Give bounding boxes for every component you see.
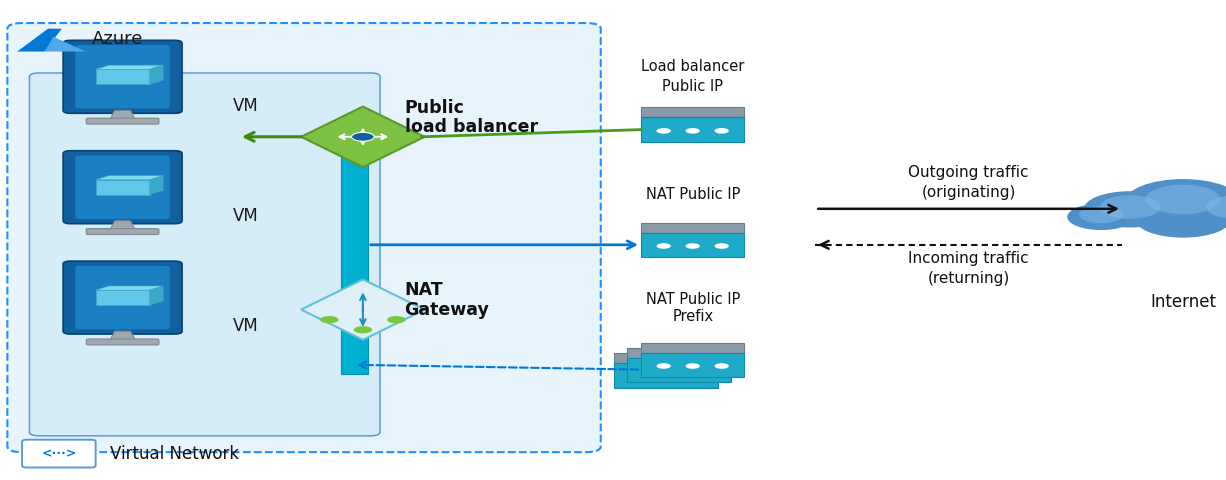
Circle shape: [1125, 179, 1226, 225]
Circle shape: [1190, 191, 1226, 228]
Circle shape: [685, 363, 700, 369]
Polygon shape: [96, 70, 150, 84]
Text: NAT Public IP: NAT Public IP: [646, 292, 739, 308]
FancyBboxPatch shape: [614, 363, 717, 387]
FancyBboxPatch shape: [614, 353, 717, 363]
Polygon shape: [150, 286, 163, 305]
Circle shape: [715, 243, 729, 249]
Text: Load balancer
Public IP: Load balancer Public IP: [641, 60, 744, 94]
FancyBboxPatch shape: [64, 40, 183, 113]
Circle shape: [688, 374, 702, 379]
Circle shape: [1084, 191, 1176, 228]
Text: VM: VM: [233, 207, 259, 225]
Polygon shape: [302, 279, 424, 340]
FancyBboxPatch shape: [86, 228, 159, 235]
Circle shape: [656, 128, 671, 133]
Text: Gateway: Gateway: [405, 300, 489, 319]
Text: NAT Public IP: NAT Public IP: [646, 187, 739, 202]
Circle shape: [1145, 185, 1221, 214]
FancyBboxPatch shape: [628, 348, 731, 358]
FancyBboxPatch shape: [341, 134, 368, 374]
FancyBboxPatch shape: [641, 118, 744, 142]
Text: Outgoing traffic
(originating): Outgoing traffic (originating): [908, 165, 1029, 200]
FancyBboxPatch shape: [76, 266, 169, 329]
Polygon shape: [96, 65, 163, 70]
Circle shape: [658, 374, 673, 379]
Circle shape: [715, 128, 729, 133]
Circle shape: [352, 132, 374, 141]
Polygon shape: [110, 331, 135, 340]
Text: Incoming traffic
(returning): Incoming traffic (returning): [908, 252, 1029, 286]
FancyBboxPatch shape: [76, 156, 169, 219]
Polygon shape: [96, 290, 150, 305]
Circle shape: [656, 363, 671, 369]
Circle shape: [1079, 206, 1123, 223]
Text: Azure: Azure: [92, 30, 143, 48]
Circle shape: [656, 243, 671, 249]
Circle shape: [685, 243, 700, 249]
Polygon shape: [44, 37, 86, 51]
Circle shape: [353, 326, 373, 334]
FancyBboxPatch shape: [7, 23, 601, 452]
Circle shape: [715, 363, 729, 369]
Circle shape: [701, 369, 716, 374]
Polygon shape: [150, 176, 163, 194]
FancyBboxPatch shape: [64, 151, 183, 224]
Polygon shape: [96, 176, 163, 180]
Polygon shape: [110, 221, 135, 229]
Text: Virtual Network: Virtual Network: [110, 444, 239, 463]
Text: NAT: NAT: [405, 281, 444, 300]
FancyBboxPatch shape: [641, 233, 744, 257]
Text: Prefix: Prefix: [672, 309, 714, 324]
Circle shape: [1206, 195, 1226, 219]
Circle shape: [387, 316, 406, 324]
FancyBboxPatch shape: [641, 223, 744, 233]
Circle shape: [685, 128, 700, 133]
Text: VM: VM: [233, 96, 259, 115]
FancyBboxPatch shape: [22, 440, 96, 468]
Polygon shape: [150, 65, 163, 84]
Polygon shape: [110, 110, 135, 119]
FancyBboxPatch shape: [86, 339, 159, 345]
FancyBboxPatch shape: [628, 358, 731, 382]
Polygon shape: [17, 29, 61, 51]
FancyBboxPatch shape: [641, 353, 744, 377]
FancyBboxPatch shape: [641, 108, 744, 118]
Text: Internet: Internet: [1150, 293, 1216, 312]
FancyBboxPatch shape: [76, 45, 169, 108]
Circle shape: [1135, 200, 1226, 238]
Text: Public: Public: [405, 99, 465, 117]
Circle shape: [642, 369, 657, 374]
Polygon shape: [302, 107, 424, 167]
Text: load balancer: load balancer: [405, 118, 538, 136]
Text: VM: VM: [233, 317, 259, 336]
FancyBboxPatch shape: [64, 261, 183, 334]
Text: <···>: <···>: [42, 447, 76, 460]
Circle shape: [1067, 204, 1135, 230]
FancyBboxPatch shape: [29, 73, 380, 436]
Polygon shape: [96, 180, 150, 194]
FancyBboxPatch shape: [86, 118, 159, 124]
Circle shape: [629, 374, 644, 379]
Circle shape: [320, 316, 338, 324]
Polygon shape: [96, 286, 163, 290]
Circle shape: [1100, 195, 1160, 219]
FancyBboxPatch shape: [641, 343, 744, 353]
Circle shape: [672, 369, 687, 374]
